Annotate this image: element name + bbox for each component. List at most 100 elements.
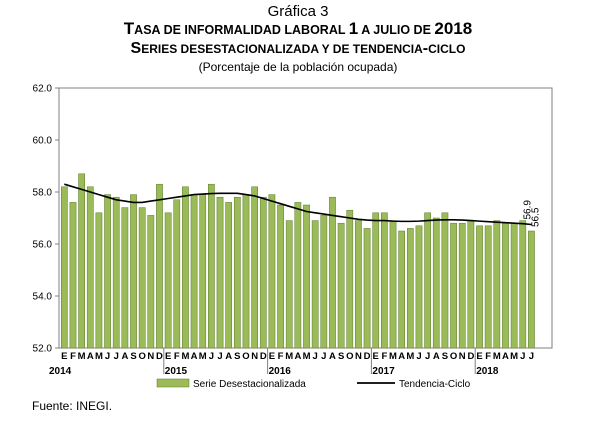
y-tick-label: 54.0 xyxy=(33,292,53,303)
x-tick-label: A xyxy=(225,351,232,362)
bar xyxy=(458,222,466,349)
x-tick-label: M xyxy=(95,351,103,362)
bar xyxy=(406,228,414,349)
chart-title: TASA DE INFORMALIDAD LABORAL 1 A JULIO D… xyxy=(123,19,473,38)
y-tick-label: 62.0 xyxy=(33,84,53,95)
bar xyxy=(493,220,501,349)
x-tick-label: O xyxy=(138,351,145,362)
year-label: 2014 xyxy=(49,366,72,377)
x-tick-label: N xyxy=(147,351,154,362)
x-tick-label: F xyxy=(381,351,387,362)
x-tick-label: M xyxy=(285,351,293,362)
x-tick-label: M xyxy=(181,351,189,362)
x-tick-label: J xyxy=(313,351,318,362)
x-tick-label: A xyxy=(294,351,301,362)
bar xyxy=(190,194,198,349)
end-labels: 56.956.5 xyxy=(522,200,541,227)
chart-subtitle: SERIES DESESTACIONALIZADA Y DE TENDENCIA… xyxy=(130,40,466,57)
x-tick-label: D xyxy=(260,351,267,362)
x-tick-label: A xyxy=(87,351,94,362)
trend-line xyxy=(64,183,532,226)
bar xyxy=(208,183,215,349)
year-label: 2017 xyxy=(372,366,395,377)
x-tick-label: M xyxy=(510,351,518,362)
x-tick-label: A xyxy=(121,351,128,362)
bar xyxy=(156,183,163,349)
x-tick-label: D xyxy=(364,351,371,362)
x-tick-label: M xyxy=(406,351,414,362)
bar xyxy=(147,215,155,349)
x-tick-label: A xyxy=(398,351,405,362)
y-tick-label: 56.0 xyxy=(33,240,53,251)
bar xyxy=(216,196,224,349)
year-label: 2018 xyxy=(476,366,499,377)
x-tick-label: F xyxy=(174,351,180,362)
y-tick-label: 52.0 xyxy=(33,344,53,355)
bar xyxy=(381,212,388,349)
bar xyxy=(199,194,207,349)
x-tick-label: O xyxy=(450,351,457,362)
x-tick-label: F xyxy=(70,351,76,362)
bar xyxy=(164,212,172,349)
x-tick-label: F xyxy=(485,351,491,362)
bar xyxy=(484,225,492,349)
bar xyxy=(432,217,440,349)
x-tick-label: J xyxy=(425,351,430,362)
x-tick-label: M xyxy=(303,351,311,362)
bar xyxy=(510,222,518,349)
trend-series xyxy=(64,183,532,226)
bar xyxy=(337,222,345,349)
bar xyxy=(285,220,293,349)
bar xyxy=(346,209,354,349)
bar xyxy=(502,222,509,349)
x-tick-label: O xyxy=(242,351,249,362)
bar xyxy=(233,196,241,349)
seasonal-end-label: 56.5 xyxy=(530,207,541,227)
bar xyxy=(259,196,267,349)
x-tick-label: M xyxy=(199,351,207,362)
x-tick-label: D xyxy=(156,351,163,362)
figure-label: Gráfica 3 xyxy=(267,3,329,20)
bar xyxy=(363,228,371,349)
bar xyxy=(372,212,380,349)
bar xyxy=(69,202,77,349)
unit-note: (Porcentaje de la población ocupada) xyxy=(198,60,398,74)
y-axis: 52.0 54.0 56.0 58.0 60.0 62.0 xyxy=(33,84,59,355)
x-tick-label: A xyxy=(191,351,198,362)
x-tick-label: M xyxy=(78,351,86,362)
x-tick-label: N xyxy=(459,351,466,362)
x-tick-label: E xyxy=(476,351,482,362)
x-tick-label: J xyxy=(520,351,525,362)
x-tick-label: A xyxy=(329,351,336,362)
x-tick-label: O xyxy=(346,351,353,362)
x-tick-label: J xyxy=(209,351,214,362)
bar xyxy=(528,230,535,349)
bar xyxy=(121,207,129,349)
bar xyxy=(277,204,284,349)
x-tick-label: A xyxy=(502,351,509,362)
bar xyxy=(519,220,527,349)
bar xyxy=(225,202,233,349)
legend-label-bars: Serie Desestacionalizada xyxy=(193,379,306,390)
bar xyxy=(389,220,397,349)
bar xyxy=(311,220,319,349)
bar xyxy=(467,220,475,349)
y-tick-label: 60.0 xyxy=(33,136,53,147)
x-tick-label: S xyxy=(130,351,136,362)
source-note: Fuente: INEGI. xyxy=(32,399,113,413)
bar xyxy=(320,215,328,349)
bar xyxy=(130,194,137,349)
bar xyxy=(450,222,457,349)
x-tick-label: S xyxy=(338,351,344,362)
x-tick-label: A xyxy=(433,351,440,362)
bar xyxy=(112,196,120,349)
bar xyxy=(329,196,336,349)
x-tick-label: E xyxy=(165,351,171,362)
bar xyxy=(78,173,85,349)
x-tick-label: J xyxy=(114,351,119,362)
bar xyxy=(441,212,449,349)
bar xyxy=(268,194,276,349)
year-label: 2016 xyxy=(269,366,292,377)
x-tick-label: J xyxy=(529,351,534,362)
